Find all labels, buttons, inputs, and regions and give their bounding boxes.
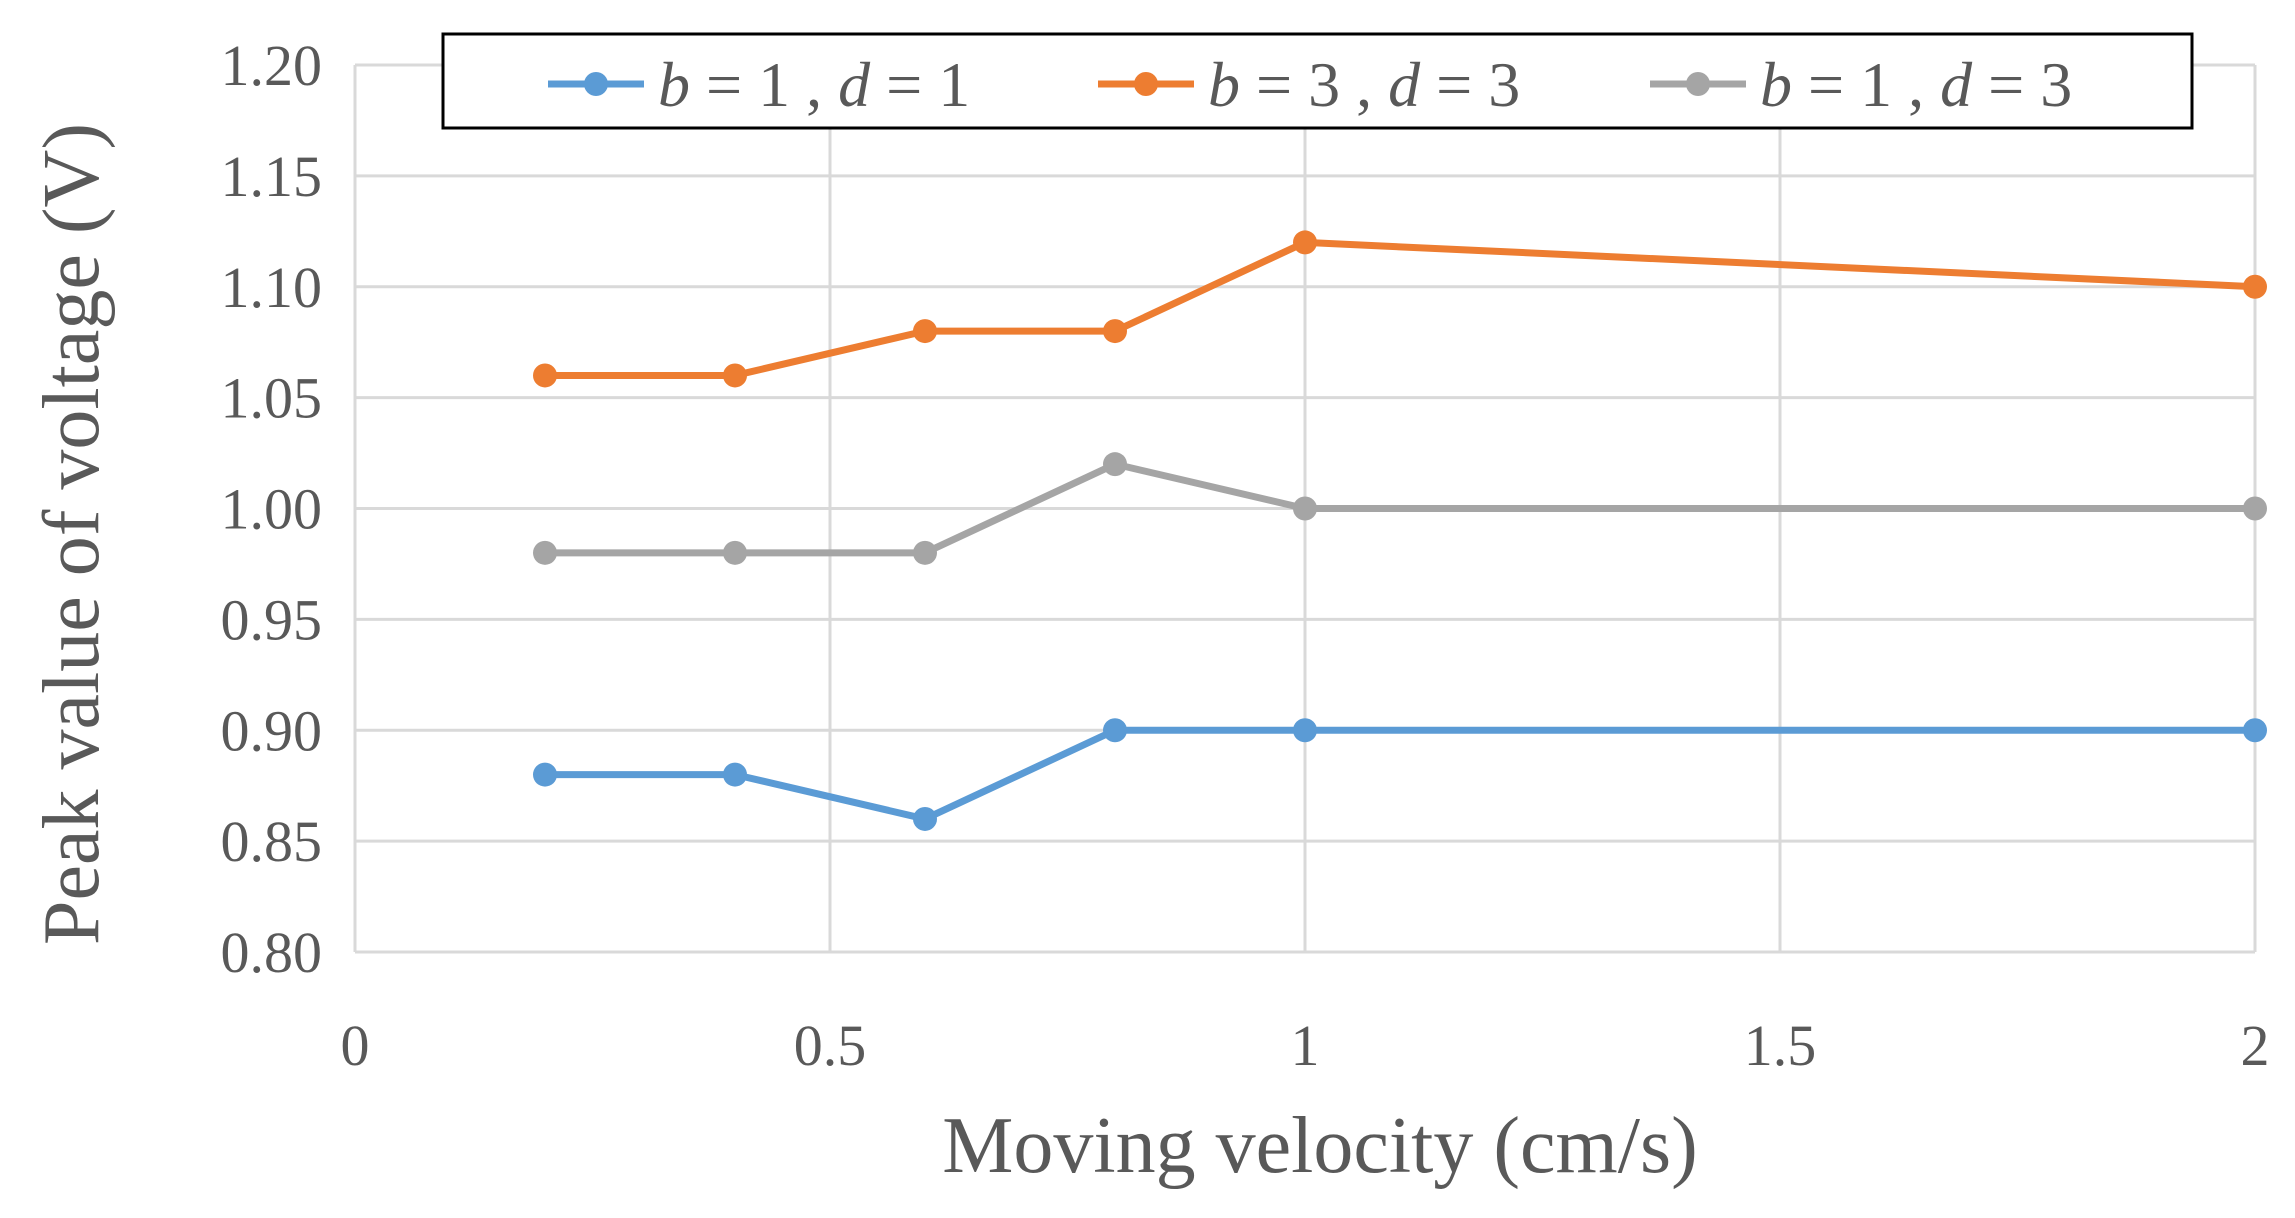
legend-label: b = 3 , d = 3 — [1208, 49, 1520, 120]
x-tick-label: 0.5 — [794, 1013, 867, 1078]
data-point — [723, 540, 747, 565]
legend-label: b = 1 , d = 3 — [1760, 49, 2072, 120]
legend-marker — [584, 72, 608, 96]
x-axis-title: Moving velocity (cm/s) — [942, 1102, 1697, 1190]
y-tick-label: 1.00 — [221, 477, 323, 542]
series-lines — [533, 230, 2267, 831]
data-point — [723, 762, 747, 787]
y-tick-label: 0.85 — [221, 809, 323, 874]
y-tick-label: 1.20 — [221, 33, 323, 98]
data-point — [533, 363, 557, 388]
series-b-1-d-3 — [533, 452, 2267, 565]
legend-marker — [1134, 72, 1158, 96]
legend-entry: b = 1 , d = 1 — [548, 49, 970, 120]
data-point — [1293, 718, 1317, 743]
data-point — [2243, 718, 2267, 743]
data-point — [1103, 452, 1127, 477]
x-tick-label: 1 — [1291, 1013, 1320, 1078]
data-point — [2243, 274, 2267, 299]
data-point — [533, 540, 557, 565]
data-point — [2243, 496, 2267, 521]
y-tick-label: 1.15 — [221, 144, 323, 209]
data-point — [723, 363, 747, 388]
y-tick-label: 1.10 — [221, 255, 323, 320]
data-point — [533, 762, 557, 787]
y-tick-label: 1.05 — [221, 366, 323, 431]
legend-marker — [1686, 72, 1710, 96]
data-point — [913, 540, 937, 565]
y-axis-ticks: 0.80 0.85 0.90 0.95 1.00 1.05 1.10 1.15 1.20 — [221, 33, 323, 985]
data-point — [1293, 496, 1317, 521]
legend-label: b = 1 , d = 1 — [658, 49, 970, 120]
series-b-1-d-1 — [533, 718, 2267, 831]
series-b-3-d-3 — [533, 230, 2267, 388]
y-axis-title: Peak value of voltage (V) — [28, 123, 116, 945]
legend-entry: b = 1 , d = 3 — [1650, 49, 2072, 120]
legend-entry: b = 3 , d = 3 — [1098, 49, 1520, 120]
y-tick-label: 0.95 — [221, 587, 323, 652]
x-tick-label: 2 — [2241, 1013, 2270, 1078]
x-axis-ticks: 0 0.5 1 1.5 2 — [341, 1013, 2270, 1078]
series-line — [545, 726, 2255, 823]
x-tick-label: 1.5 — [1744, 1013, 1817, 1078]
legend: b = 1 , d = 1 b = 3 , d = 3 b = 1 , d = 3 — [441, 32, 2194, 130]
data-point — [1103, 718, 1127, 743]
data-point — [913, 319, 937, 344]
data-point — [1293, 230, 1317, 255]
series-line — [545, 460, 2255, 557]
x-tick-label: 0 — [341, 1013, 370, 1078]
data-point — [913, 806, 937, 831]
y-tick-label: 0.90 — [221, 698, 323, 763]
legend-box — [441, 32, 2194, 130]
data-point — [1103, 319, 1127, 344]
legend-items: b = 1 , d = 1 b = 3 , d = 3 b = 1 , d = 3 — [548, 49, 2072, 120]
y-tick-label: 0.80 — [221, 920, 323, 985]
series-line — [545, 238, 2256, 379]
